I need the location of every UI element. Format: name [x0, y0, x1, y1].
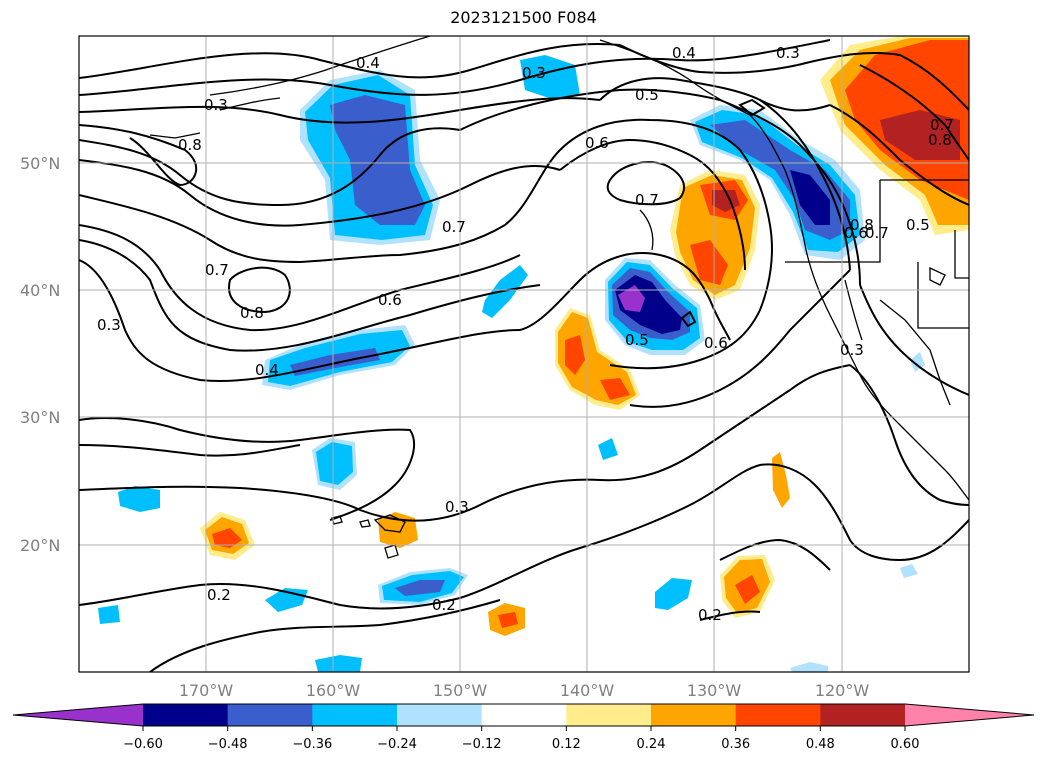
contour-label: 0.8	[850, 216, 874, 234]
colorbar-tick-label: 0.60	[891, 737, 920, 752]
lon-label-160w: 160°W	[306, 681, 361, 700]
contour-label: 0.7	[442, 218, 466, 236]
contour-label: 0.3	[445, 498, 469, 516]
contour-label: 0.2	[432, 596, 456, 614]
colorbar-tick-label: −0.36	[292, 737, 332, 752]
colorbar-segment	[481, 704, 567, 726]
lon-label-130w: 130°W	[687, 681, 742, 700]
contour-lines	[79, 39, 969, 672]
contour-label: 0.3	[97, 316, 121, 334]
lon-label-170w: 170°W	[179, 681, 234, 700]
contour-label: 0.7	[635, 191, 659, 209]
contour-label: 0.2	[698, 606, 722, 624]
contour-label: 0.6	[585, 134, 609, 152]
contour-label: 0.6	[378, 291, 402, 309]
lat-label-30n: 30°N	[20, 408, 60, 427]
map-frame	[78, 35, 970, 673]
lon-label-140w: 140°W	[560, 681, 615, 700]
contour-label: 0.4	[356, 54, 380, 72]
map-background	[79, 36, 969, 672]
colorbar-tick-label: 0.48	[806, 737, 835, 752]
contour-label: 0.5	[906, 216, 930, 234]
contour-label: 0.3	[522, 64, 546, 82]
colorbar-segment	[820, 704, 906, 726]
colorbar-segment	[651, 704, 737, 726]
contour-label: 0.2	[207, 586, 231, 604]
colorbar-extend-low	[13, 704, 143, 726]
colorbar-tick-label: −0.48	[208, 737, 248, 752]
colorbar-tick-label: 0.24	[637, 737, 666, 752]
lon-label-120w: 120°W	[815, 681, 870, 700]
map-title: 2023121500 F084	[450, 8, 597, 27]
contour-label: 0.7	[930, 116, 954, 134]
colorbar-segment	[397, 704, 483, 726]
colorbar-segment	[143, 704, 229, 726]
contour-label: 0.7	[205, 261, 229, 279]
colorbar-segment	[312, 704, 398, 726]
lat-label-50n: 50°N	[20, 154, 60, 173]
colorbar-extend-high	[905, 704, 1034, 726]
colorbar: −0.60 −0.48 −0.36 −0.24 −0.12 0.12 0.24 0.36 0.4…	[12, 703, 1035, 752]
colorbar-tick-label: −0.12	[462, 737, 502, 752]
contour-label: 0.5	[625, 331, 649, 349]
contour-label: 0.8	[178, 136, 202, 154]
contour-label: 0.3	[204, 96, 228, 114]
colorbar-segment	[227, 704, 313, 726]
lat-label-40n: 40°N	[20, 281, 60, 300]
colorbar-tick-label: −0.24	[377, 737, 417, 752]
contour-label: 0.8	[240, 304, 264, 322]
lon-label-150w: 150°W	[433, 681, 488, 700]
contour-label-group: 0.3 0.8 0.7 0.8 0.3 0.4 0.3 0.4 0.5 0.6 …	[97, 44, 954, 624]
contour-label: 0.3	[776, 44, 800, 62]
colorbar-tick-label: 0.12	[552, 737, 581, 752]
contour-label: 0.7	[865, 224, 889, 242]
lat-label-20n: 20°N	[20, 536, 60, 555]
colorbar-segment	[735, 704, 821, 726]
contour-label: 0.3	[840, 341, 864, 359]
contour-label: 0.4	[255, 361, 279, 379]
graticule	[79, 36, 969, 672]
colorbar-segment	[566, 704, 652, 726]
coastlines	[149, 36, 969, 559]
colorbar-tick-label: −0.60	[123, 737, 163, 752]
contour-label: 0.6	[704, 334, 728, 352]
contour-label: 0.8	[928, 131, 952, 149]
contour-label: 0.6	[844, 224, 868, 242]
contour-label: 0.4	[672, 44, 696, 62]
contour-label: 0.5	[635, 86, 659, 104]
colorbar-tick-label: 0.36	[721, 737, 750, 752]
